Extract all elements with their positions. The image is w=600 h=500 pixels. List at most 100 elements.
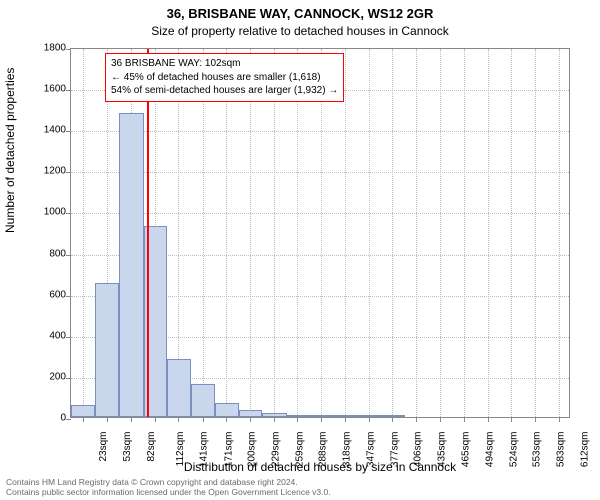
xtick-label: 524sqm xyxy=(508,432,519,468)
xtick-label: 347sqm xyxy=(365,432,376,468)
ytick-mark xyxy=(66,337,71,338)
ytick-label: 800 xyxy=(49,248,66,259)
ytick-label: 1200 xyxy=(44,166,66,177)
annotation-box: 36 BRISBANE WAY: 102sqm ← 45% of detache… xyxy=(105,53,344,102)
gridline-v xyxy=(345,49,346,417)
gridline-h xyxy=(71,213,569,214)
ytick-mark xyxy=(66,213,71,214)
xtick-label: 465sqm xyxy=(461,432,472,468)
ytick-mark xyxy=(66,90,71,91)
xtick-mark xyxy=(392,417,393,422)
xtick-mark xyxy=(369,417,370,422)
xtick-mark xyxy=(321,417,322,422)
ytick-mark xyxy=(66,378,71,379)
gridline-v xyxy=(559,49,560,417)
histogram-bar xyxy=(334,415,357,417)
xtick-label: 171sqm xyxy=(223,432,234,468)
histogram-bar xyxy=(310,415,334,417)
histogram-bar xyxy=(167,359,191,417)
gridline-v xyxy=(440,49,441,417)
xtick-mark xyxy=(440,417,441,422)
annotation-line-3: 54% of semi-detached houses are larger (… xyxy=(111,84,338,98)
ytick-mark xyxy=(66,49,71,50)
xtick-label: 406sqm xyxy=(413,432,424,468)
xtick-mark xyxy=(178,417,179,422)
xtick-mark xyxy=(535,417,536,422)
histogram-bar xyxy=(382,415,405,417)
xtick-label: 23sqm xyxy=(98,432,109,462)
xtick-label: 53sqm xyxy=(122,432,133,462)
annotation-line-1: 36 BRISBANE WAY: 102sqm xyxy=(111,57,338,71)
xtick-label: 82sqm xyxy=(146,432,157,462)
y-axis-label: Number of detached properties xyxy=(3,68,17,233)
ytick-label: 400 xyxy=(49,330,66,341)
chart-subtitle: Size of property relative to detached ho… xyxy=(0,24,600,38)
gridline-v xyxy=(488,49,489,417)
xtick-label: 583sqm xyxy=(556,432,567,468)
ytick-label: 600 xyxy=(49,289,66,300)
gridline-v xyxy=(83,49,84,417)
gridline-v xyxy=(369,49,370,417)
ytick-label: 1000 xyxy=(44,207,66,218)
xtick-label: 612sqm xyxy=(579,432,590,468)
xtick-mark xyxy=(488,417,489,422)
xtick-label: 288sqm xyxy=(318,432,329,468)
gridline-v xyxy=(250,49,251,417)
gridline-v xyxy=(297,49,298,417)
gridline-v xyxy=(464,49,465,417)
ytick-mark xyxy=(66,172,71,173)
histogram-bar xyxy=(119,113,143,417)
xtick-mark xyxy=(559,417,560,422)
footnote-line-2: Contains public sector information licen… xyxy=(6,488,331,498)
xtick-mark xyxy=(511,417,512,422)
reference-line xyxy=(147,49,149,417)
xtick-mark xyxy=(250,417,251,422)
xtick-mark xyxy=(131,417,132,422)
xtick-label: 200sqm xyxy=(247,432,258,468)
histogram-bar xyxy=(239,410,262,417)
histogram-bar xyxy=(95,283,119,417)
xtick-label: 318sqm xyxy=(342,432,353,468)
xtick-label: 259sqm xyxy=(294,432,305,468)
xtick-mark xyxy=(297,417,298,422)
gridline-v xyxy=(392,49,393,417)
gridline-v xyxy=(511,49,512,417)
xtick-mark xyxy=(274,417,275,422)
xtick-label: 141sqm xyxy=(199,432,210,468)
ytick-label: 200 xyxy=(49,371,66,382)
xtick-mark xyxy=(203,417,204,422)
gridline-v xyxy=(416,49,417,417)
ytick-mark xyxy=(66,131,71,132)
ytick-mark xyxy=(66,255,71,256)
xtick-mark xyxy=(83,417,84,422)
xtick-mark xyxy=(345,417,346,422)
histogram-bar xyxy=(71,405,95,417)
xtick-label: 553sqm xyxy=(532,432,543,468)
xtick-mark xyxy=(416,417,417,422)
xtick-label: 112sqm xyxy=(175,432,186,467)
xtick-mark xyxy=(226,417,227,422)
plot-area: 36 BRISBANE WAY: 102sqm ← 45% of detache… xyxy=(70,48,570,418)
xtick-label: 435sqm xyxy=(436,432,447,468)
ytick-label: 1400 xyxy=(44,125,66,136)
gridline-h xyxy=(71,131,569,132)
xtick-label: 377sqm xyxy=(390,432,401,468)
histogram-bar xyxy=(191,384,214,417)
histogram-bar xyxy=(287,415,310,417)
footnote: Contains HM Land Registry data © Crown c… xyxy=(6,478,331,498)
gridline-v xyxy=(274,49,275,417)
xtick-mark xyxy=(155,417,156,422)
xtick-label: 229sqm xyxy=(270,432,281,468)
xtick-mark xyxy=(107,417,108,422)
gridline-v xyxy=(203,49,204,417)
gridline-v xyxy=(226,49,227,417)
gridline-h xyxy=(71,172,569,173)
histogram-bar xyxy=(215,403,239,417)
chart-title-address: 36, BRISBANE WAY, CANNOCK, WS12 2GR xyxy=(0,6,600,21)
histogram-bar xyxy=(262,413,286,417)
xtick-mark xyxy=(464,417,465,422)
histogram-bar xyxy=(358,415,382,417)
annotation-line-2: ← 45% of detached houses are smaller (1,… xyxy=(111,71,338,85)
gridline-v xyxy=(535,49,536,417)
xtick-label: 494sqm xyxy=(484,432,495,468)
